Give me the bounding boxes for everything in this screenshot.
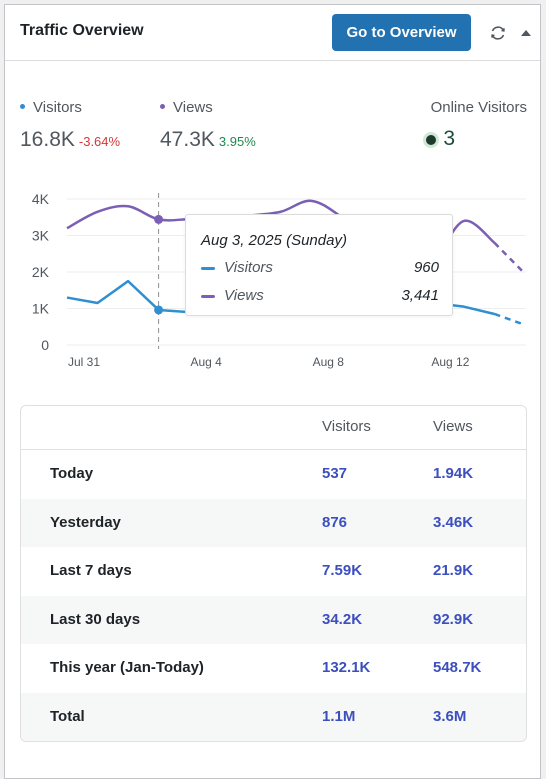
views-change: 3.95% xyxy=(218,134,256,149)
row-visitors-value[interactable]: 132.1K xyxy=(322,659,371,676)
row-visitors-value[interactable]: 7.59K xyxy=(322,562,363,579)
tooltip-visitors-label: Visitors xyxy=(224,259,273,276)
row-visitors-value[interactable]: 876 xyxy=(322,513,348,531)
tooltip-visitors-value: 960 xyxy=(413,259,439,276)
y-tick-label: 2K xyxy=(32,264,50,280)
widget-title: Traffic Overview xyxy=(20,22,144,39)
table-row: Total 1.1M 3.6M xyxy=(21,692,526,741)
table-row: Yesterday 876 3.46K xyxy=(21,498,526,547)
widget-header: Traffic Overview Go to Overview xyxy=(5,5,540,61)
hover-point-views xyxy=(154,214,164,224)
column-header-visitors: Visitors xyxy=(322,418,371,435)
y-tick-label: 4K xyxy=(32,191,50,207)
row-visitors-value[interactable]: 537 xyxy=(322,465,348,482)
hover-point-visitors xyxy=(154,305,164,315)
views-stat: 47.3K 3.95% xyxy=(160,128,256,152)
table-row: Today 537 1.94K xyxy=(21,450,526,499)
y-tick-label: 0 xyxy=(41,337,49,353)
traffic-summary-table: Visitors Views Today 537 1.94K Yesterday… xyxy=(20,405,527,742)
row-label: Total xyxy=(50,707,85,725)
row-label: Last 7 days xyxy=(50,562,132,579)
row-label: Yesterday xyxy=(50,513,121,531)
visitors-change: -3.64% xyxy=(78,134,121,149)
tooltip-date: Aug 3, 2025 (Sunday) xyxy=(201,232,347,249)
table-row: Last 7 days 7.59K 21.9K xyxy=(21,547,526,596)
row-views-value[interactable]: 3.46K xyxy=(433,513,474,531)
visitors-value: 16.8K xyxy=(20,128,75,151)
stats-summary: Visitors 16.8K -3.64% Views 47.3K 3.95% On… xyxy=(5,61,540,171)
chart-tooltip: Aug 3, 2025 (Sunday) Visitors 960 Views … xyxy=(185,214,453,316)
x-tick-label: Jul 31 xyxy=(68,355,100,369)
caret-up-icon[interactable] xyxy=(516,23,536,43)
row-label: Last 30 days xyxy=(50,610,141,628)
row-views-value[interactable]: 92.9K xyxy=(433,610,474,628)
series-forecast-visitors xyxy=(494,312,526,327)
online-status-dot-icon xyxy=(426,135,436,145)
y-tick-label: 1K xyxy=(32,301,50,317)
row-views-value[interactable]: 1.94K xyxy=(433,465,474,482)
row-views-value[interactable]: 21.9K xyxy=(433,562,474,579)
refresh-icon[interactable] xyxy=(488,23,508,43)
column-header-views: Views xyxy=(433,418,473,435)
row-views-value[interactable]: 3.6M xyxy=(433,707,467,725)
row-visitors-value[interactable]: 34.2K xyxy=(322,610,363,628)
traffic-overview-widget: Traffic Overview Go to Overview Visitors… xyxy=(4,4,541,779)
tooltip-views-swatch xyxy=(201,295,215,298)
visitors-dot-icon xyxy=(20,103,25,109)
views-label: Views xyxy=(173,99,213,116)
go-to-overview-button[interactable]: Go to Overview xyxy=(332,14,471,51)
x-tick-label: Aug 12 xyxy=(431,355,469,369)
table-header: Visitors Views xyxy=(21,406,526,450)
views-dot-icon xyxy=(160,103,165,109)
online-visitors-value: 3 xyxy=(443,127,455,150)
visitors-legend: Visitors xyxy=(20,99,82,116)
tooltip-row-visitors: Visitors 960 xyxy=(201,259,439,279)
views-value: 47.3K xyxy=(160,128,215,151)
tooltip-row-views: Views 3,441 xyxy=(201,287,439,307)
tooltip-views-value: 3,441 xyxy=(401,287,439,304)
tooltip-views-label: Views xyxy=(224,287,264,304)
series-forecast-views xyxy=(493,241,526,275)
views-legend: Views xyxy=(160,99,213,116)
row-visitors-value[interactable]: 1.1M xyxy=(322,707,356,725)
y-tick-label: 3K xyxy=(32,228,50,244)
visitors-stat: 16.8K -3.64% xyxy=(20,128,120,152)
visitors-label: Visitors xyxy=(33,99,82,116)
x-tick-label: Aug 8 xyxy=(313,355,345,369)
table-row: This year (Jan-Today) 132.1K 548.7K xyxy=(21,644,526,693)
tooltip-visitors-swatch xyxy=(201,267,215,270)
row-views-value[interactable]: 548.7K xyxy=(433,659,482,676)
x-tick-label: Aug 4 xyxy=(190,355,222,369)
traffic-chart: 0 1K 2K 3K 4K Jul 31 Aug 4 Aug 8 Aug 12 xyxy=(32,191,526,369)
online-visitors-label: Online Visitors xyxy=(430,99,527,116)
row-label: Today xyxy=(50,465,94,482)
row-label: This year (Jan-Today) xyxy=(50,659,204,676)
table-row: Last 30 days 34.2K 92.9K xyxy=(21,595,526,644)
